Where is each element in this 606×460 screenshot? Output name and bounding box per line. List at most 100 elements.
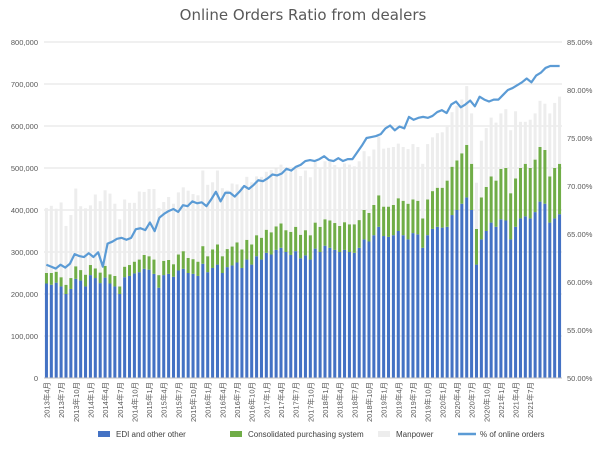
bar-edi <box>465 197 469 378</box>
bar-consolidated <box>84 274 88 287</box>
bar-consolidated <box>284 230 288 252</box>
y-tick-label: 300,000 <box>11 248 38 257</box>
x-tick-label: 2017年7月 <box>291 382 301 418</box>
bar-manpower <box>152 189 156 260</box>
bar-consolidated <box>44 273 48 284</box>
bar-manpower <box>538 100 542 147</box>
bar-manpower <box>255 176 259 236</box>
legend-swatch <box>98 431 110 437</box>
bar-consolidated <box>269 232 273 255</box>
bar-edi <box>137 272 141 378</box>
bar-consolidated <box>372 204 376 236</box>
x-tick-label: 2014年7月 <box>115 382 125 418</box>
bar-consolidated <box>509 193 513 240</box>
bar-edi <box>450 215 454 378</box>
bar-edi <box>406 239 410 378</box>
bar-series <box>44 86 562 378</box>
bar-edi <box>313 248 317 378</box>
bar-consolidated <box>411 199 415 234</box>
bar-manpower <box>181 187 185 252</box>
bar-edi <box>181 268 185 378</box>
bar-edi <box>64 294 68 378</box>
bar-manpower <box>460 99 464 154</box>
y-tick-label: 500,000 <box>11 164 38 173</box>
bar-edi <box>69 288 73 378</box>
bar-edi <box>196 275 200 378</box>
bar-edi <box>59 286 63 378</box>
legend-swatch <box>230 431 242 437</box>
grid-lines <box>44 41 562 379</box>
bar-manpower <box>303 170 307 231</box>
bar-consolidated <box>118 286 122 294</box>
bar-consolidated <box>299 234 303 259</box>
bar-manpower <box>347 164 351 225</box>
bar-consolidated <box>465 144 469 198</box>
bar-edi <box>343 249 347 378</box>
bar-edi <box>147 269 151 378</box>
bar-edi <box>504 220 508 378</box>
bar-edi <box>396 231 400 378</box>
bar-manpower <box>294 165 298 227</box>
bar-consolidated <box>558 163 562 215</box>
x-tick-label: 2020年7月 <box>467 382 477 418</box>
bar-manpower <box>318 168 322 227</box>
bar-manpower <box>264 171 268 230</box>
bar-consolidated <box>113 275 117 287</box>
bar-manpower <box>137 191 141 260</box>
bar-manpower <box>289 172 293 232</box>
bar-edi <box>118 294 122 378</box>
bar-edi <box>191 273 195 378</box>
bar-manpower <box>382 148 386 207</box>
bar-consolidated <box>196 261 200 276</box>
bar-manpower <box>406 149 410 204</box>
bar-edi <box>289 254 293 378</box>
bar-manpower <box>79 206 83 271</box>
y2-tick-label: 70.00% <box>567 182 593 191</box>
bar-consolidated <box>489 176 493 223</box>
bar-consolidated <box>450 166 454 216</box>
bar-consolidated <box>181 251 185 269</box>
bar-edi <box>455 210 459 378</box>
bar-manpower <box>299 175 303 235</box>
bar-edi <box>171 276 176 378</box>
y-tick-label: 400,000 <box>11 206 38 215</box>
bar-consolidated <box>142 254 146 269</box>
bar-consolidated <box>103 265 107 278</box>
bar-consolidated <box>347 224 351 252</box>
bar-manpower <box>377 136 381 196</box>
x-tick-label: 2020年1月 <box>437 382 447 418</box>
bar-manpower <box>84 208 88 275</box>
bar-consolidated <box>152 259 156 274</box>
bar-edi <box>186 273 190 378</box>
bar-edi <box>103 277 107 378</box>
bar-consolidated <box>499 168 503 220</box>
bar-edi <box>357 247 361 378</box>
bar-consolidated <box>474 228 478 265</box>
y2-tick-label: 60.00% <box>567 278 593 287</box>
bar-manpower <box>54 208 58 272</box>
bar-manpower <box>167 196 171 260</box>
x-tick-label: 2019年10月 <box>423 382 433 422</box>
bar-manpower <box>548 113 552 177</box>
bar-consolidated <box>382 206 386 237</box>
bar-manpower <box>284 171 288 231</box>
bar-consolidated <box>289 231 293 255</box>
bar-consolidated <box>553 168 557 219</box>
bar-edi <box>382 236 386 378</box>
bar-consolidated <box>343 222 347 250</box>
bar-edi <box>426 235 430 378</box>
x-tick-label: 2014年10月 <box>129 382 139 422</box>
bar-consolidated <box>108 274 112 284</box>
bar-edi <box>269 254 273 378</box>
bar-edi <box>494 226 498 378</box>
x-tick-label: 2018年1月 <box>320 382 330 418</box>
bar-consolidated <box>137 259 141 273</box>
bar-manpower <box>49 205 53 273</box>
bar-edi <box>230 265 234 378</box>
bar-consolidated <box>186 257 190 273</box>
bar-manpower <box>93 194 97 269</box>
bar-consolidated <box>274 226 278 250</box>
bar-edi <box>318 252 322 378</box>
bar-edi <box>294 251 298 378</box>
legend-label: % of online orders <box>480 430 544 439</box>
